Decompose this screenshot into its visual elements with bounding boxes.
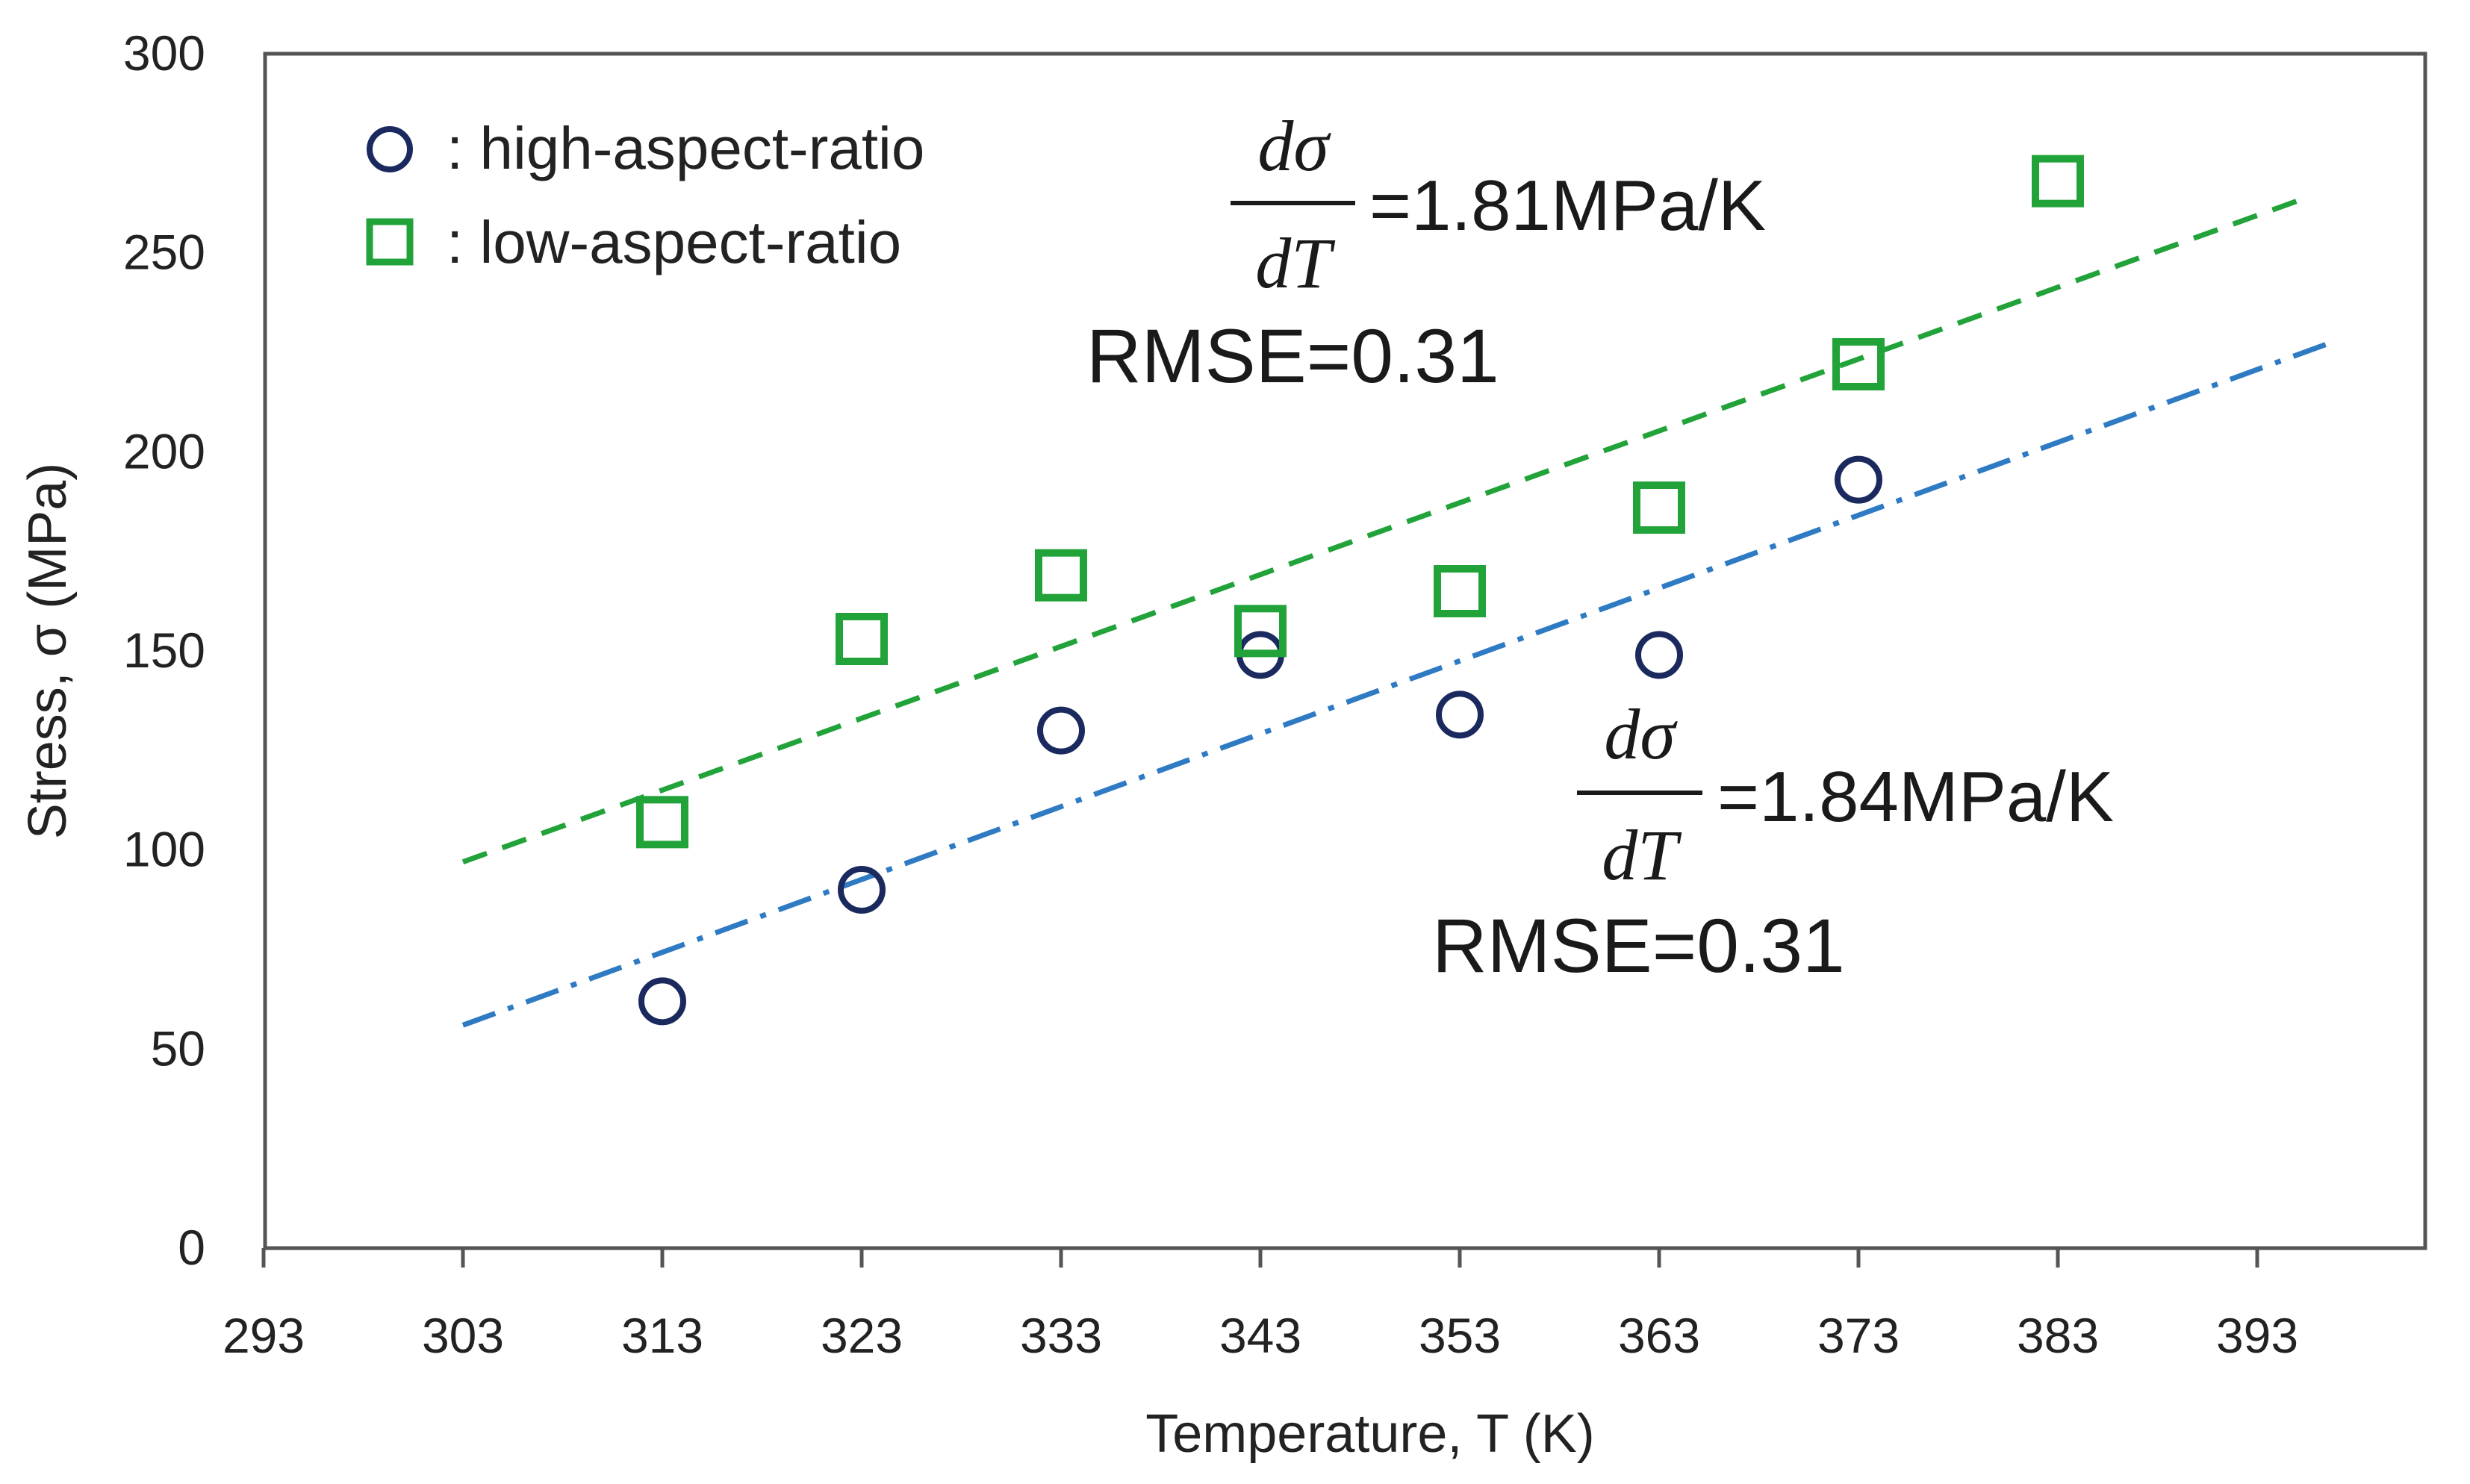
y-axis-ticks: 0 50 100 150 200 250 300 (123, 25, 205, 1275)
data-point-high-aspect-ratio (838, 866, 886, 914)
legend: : high-aspect-ratio : low-aspect-ratio (366, 115, 924, 275)
legend-circle-marker-icon (367, 126, 413, 172)
x-axis-ticks: 293 303 313 323 333 343 353 363 373 383 393 (223, 1248, 2298, 1363)
rmse-value: RMSE=0.31 (1432, 903, 1845, 988)
rmse-value: RMSE=0.31 (1086, 314, 1499, 399)
x-tick-label: 373 (1817, 1308, 1900, 1363)
fit-line-high-aspect-ratio (461, 337, 2339, 1028)
data-point-low-aspect-ratio (836, 613, 888, 665)
fit-line-low-aspect-ratio (461, 199, 2298, 864)
x-axis-title: Temperature, T (K) (1145, 1404, 1595, 1464)
data-point-low-aspect-ratio (1434, 565, 1486, 617)
data-points (636, 155, 2084, 1026)
data-point-low-aspect-ratio (1832, 338, 1885, 390)
legend-label-high-aspect-ratio: : high-aspect-ratio (447, 115, 924, 181)
y-tick-label: 300 (123, 25, 205, 81)
data-point-high-aspect-ratio (1835, 455, 1882, 504)
x-tick-label: 313 (621, 1308, 703, 1363)
y-axis-title: Stress, σ (MPa) (18, 463, 78, 840)
slope-value: =1.81MPa/K (1369, 166, 1766, 246)
slope-annotation-high-aspect-ratio: dσ dT =1.84MPa/K RMSE=0.31 (1432, 694, 2114, 988)
y-tick-label: 100 (123, 822, 205, 877)
data-point-high-aspect-ratio (638, 977, 686, 1026)
y-tick-label: 0 (178, 1220, 205, 1275)
data-point-low-aspect-ratio (1633, 481, 1685, 534)
y-tick-label: 150 (123, 623, 205, 678)
slope-annotation-low-aspect-ratio: dσ dT =1.81MPa/K RMSE=0.31 (1086, 106, 1766, 399)
fit-lines (461, 199, 2339, 1028)
x-tick-label: 383 (2017, 1308, 2099, 1363)
data-point-low-aspect-ratio (2032, 155, 2084, 208)
slope-denominator: dT (1255, 223, 1336, 303)
data-point-low-aspect-ratio (1234, 605, 1287, 658)
legend-label-low-aspect-ratio: : low-aspect-ratio (447, 209, 901, 275)
x-tick-label: 363 (1618, 1308, 1700, 1363)
slope-value: =1.84MPa/K (1717, 757, 2114, 837)
x-tick-label: 353 (1419, 1308, 1501, 1363)
x-tick-label: 323 (821, 1308, 903, 1363)
slope-numerator: dσ (1604, 694, 1678, 774)
x-tick-label: 333 (1020, 1308, 1102, 1363)
y-tick-label: 200 (123, 423, 205, 478)
x-tick-label: 293 (223, 1308, 305, 1363)
y-tick-label: 250 (123, 225, 205, 280)
x-tick-label: 393 (2216, 1308, 2298, 1363)
data-point-low-aspect-ratio (636, 796, 688, 849)
data-point-high-aspect-ratio (1037, 706, 1085, 755)
slope-numerator: dσ (1257, 106, 1331, 186)
plot-area-frame (263, 52, 2427, 1250)
data-point-high-aspect-ratio (1436, 690, 1484, 739)
data-point-high-aspect-ratio (1635, 631, 1683, 679)
data-point-low-aspect-ratio (1035, 549, 1087, 602)
x-tick-label: 303 (422, 1308, 504, 1363)
legend-square-marker-icon (366, 218, 414, 266)
x-tick-label: 343 (1219, 1308, 1301, 1363)
slope-denominator: dT (1602, 815, 1682, 895)
y-tick-label: 50 (151, 1020, 205, 1076)
